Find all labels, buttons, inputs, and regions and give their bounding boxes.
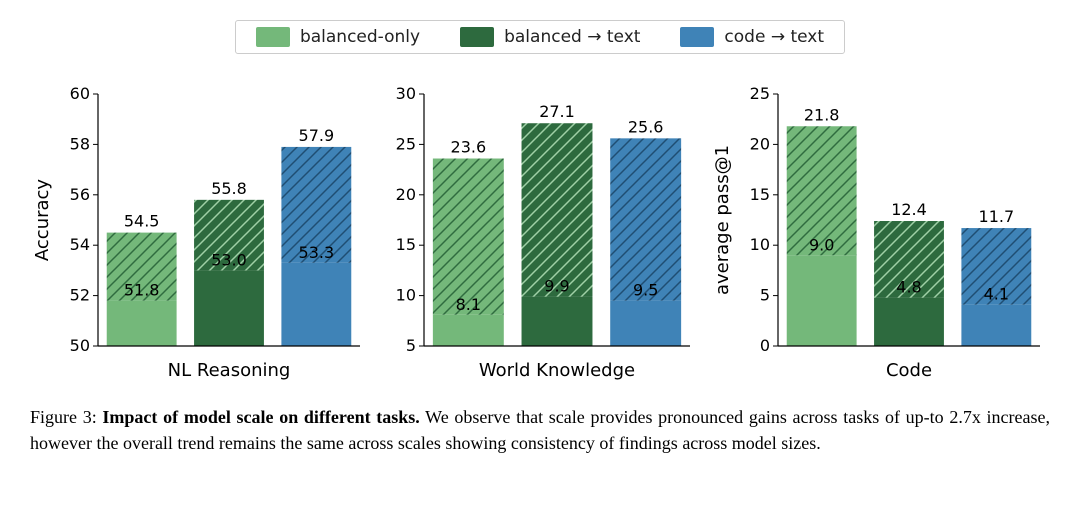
- y-axis-label: average pass@1: [712, 145, 733, 295]
- legend-swatch: [256, 27, 290, 47]
- bar-base: [281, 263, 351, 346]
- bar-base-label: 4.1: [984, 285, 1009, 304]
- chart-panel: 0 5 10 15 20 25 21.8 9.0 12.4 4.8 11.7 4.1 Code avera…: [710, 66, 1050, 386]
- chart-legend: balanced-only balanced → text code → text: [235, 20, 845, 54]
- bar-base-label: 9.9: [544, 277, 569, 296]
- y-tick-label: 20: [396, 185, 416, 204]
- legend-item: balanced → text: [460, 27, 640, 47]
- bar-base-label: 4.8: [896, 278, 921, 297]
- chart-panels: 50525456586054.551.855.853.057.953.3NL R…: [30, 66, 1050, 386]
- legend-item: code → text: [680, 27, 824, 47]
- y-tick-label: 25: [750, 84, 770, 103]
- bar-top-label: 21.8: [804, 105, 840, 124]
- y-tick-label: 10: [396, 286, 416, 305]
- y-tick-label: 50: [70, 336, 90, 355]
- y-tick-label: 52: [70, 286, 90, 305]
- y-tick-label: 10: [750, 235, 770, 254]
- legend-swatch: [460, 27, 494, 47]
- legend-label: code → text: [724, 27, 824, 47]
- bar-base-label: 53.3: [299, 243, 335, 262]
- y-tick-label: 5: [760, 286, 770, 305]
- bar-top: [610, 138, 681, 300]
- caption-title: Impact of model scale on different tasks…: [102, 407, 419, 427]
- legend-swatch: [680, 27, 714, 47]
- bar-base-label: 53.0: [211, 250, 247, 269]
- y-axis-label: Accuracy: [32, 179, 53, 262]
- y-tick-label: 25: [396, 134, 416, 153]
- bar-base: [194, 270, 264, 346]
- bar-base: [787, 255, 857, 346]
- bar-top-label: 54.5: [124, 212, 160, 231]
- bar-base-label: 9.5: [633, 281, 658, 300]
- bar-base: [961, 305, 1031, 346]
- bar-top: [522, 123, 593, 296]
- y-tick-label: 0: [760, 336, 770, 355]
- y-tick-label: 20: [750, 134, 770, 153]
- y-tick-label: 15: [750, 185, 770, 204]
- bar-base: [522, 297, 593, 346]
- bar-base: [433, 315, 504, 346]
- legend-label: balanced → text: [504, 27, 640, 47]
- panel-title: World Knowledge: [479, 360, 635, 381]
- panel-container: 5 10 15 20 25 30 23.6 8.1 27.1 9.9 25.6 9.5 World Kn…: [380, 66, 700, 386]
- y-tick-label: 56: [70, 185, 90, 204]
- bar-base-label: 51.8: [124, 281, 160, 300]
- legend-item: balanced-only: [256, 27, 420, 47]
- bar-top-label: 57.9: [299, 126, 335, 145]
- bar-base-label: 8.1: [456, 295, 481, 314]
- y-tick-label: 30: [396, 84, 416, 103]
- bar-base-label: 9.0: [809, 235, 834, 254]
- y-tick-label: 60: [70, 84, 90, 103]
- y-tick-label: 54: [70, 235, 90, 254]
- caption-prefix: Figure 3:: [30, 407, 102, 427]
- y-tick-label: 58: [70, 134, 90, 153]
- chart-panel: 5 10 15 20 25 30 23.6 8.1 27.1 9.9 25.6 9.5 World Kn…: [380, 66, 700, 386]
- bar-top-label: 23.6: [451, 138, 487, 157]
- legend-label: balanced-only: [300, 27, 420, 47]
- y-tick-label: 5: [406, 336, 416, 355]
- bar-top: [433, 159, 504, 315]
- bar-top-label: 55.8: [211, 179, 247, 198]
- bar-top-label: 11.7: [979, 207, 1015, 226]
- panel-title: NL Reasoning: [168, 360, 291, 381]
- bar-top-label: 12.4: [891, 200, 927, 219]
- bar-base: [107, 301, 177, 346]
- panel-container: 50 52 54 56 58 60 54.5 51.8 55.8 53.0 57.9 53.3 NL R…: [30, 66, 370, 386]
- figure-caption: Figure 3: Impact of model scale on diffe…: [30, 404, 1050, 456]
- y-tick-label: 15: [396, 235, 416, 254]
- bar-top-label: 25.6: [628, 117, 664, 136]
- bar-top-label: 27.1: [539, 102, 575, 121]
- bar-base: [610, 301, 681, 346]
- panel-title: Code: [886, 360, 932, 381]
- bar-base: [874, 298, 944, 346]
- panel-container: 0 5 10 15 20 25 21.8 9.0 12.4 4.8 11.7 4.1 Code avera…: [710, 66, 1050, 386]
- chart-panel: 50 52 54 56 58 60 54.5 51.8 55.8 53.0 57.9 53.3 NL R…: [30, 66, 370, 386]
